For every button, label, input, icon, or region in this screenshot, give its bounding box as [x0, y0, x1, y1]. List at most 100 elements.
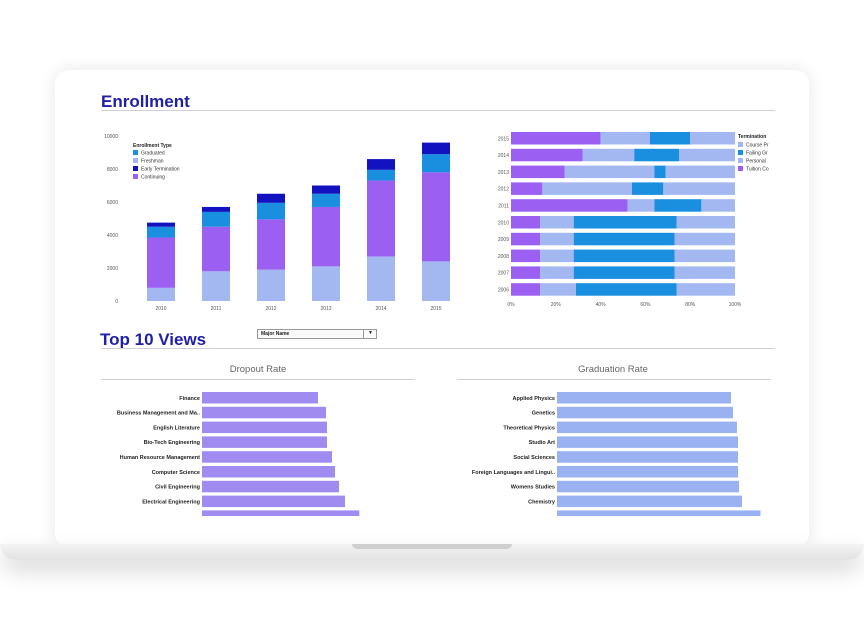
dropout-bar: [202, 466, 335, 478]
enrollment-bar-early-termination: [147, 222, 175, 227]
termination-bar-personal: [540, 232, 574, 246]
laptop-base: [0, 544, 864, 560]
top-views-divider: [101, 348, 775, 349]
x-tick-label: 2011: [211, 306, 222, 312]
termination-bar-failing-gr: [575, 283, 677, 296]
graduation-label: Social Sciences: [513, 455, 555, 461]
enrollment-bar-freshman: [312, 266, 340, 301]
legend-label: Early Termination: [141, 167, 180, 173]
enrollment-bar-continuing: [312, 206, 340, 267]
termination-bar-failing-gr: [634, 148, 679, 162]
y-tick-label: 8000: [107, 167, 118, 173]
graduation-bar: [557, 436, 738, 448]
enrollment-bar-graduated: [147, 226, 175, 238]
enrollment-divider: [101, 110, 775, 111]
y-tick-label: 2012: [498, 187, 509, 193]
termination-bar-personal: [564, 165, 655, 179]
legend-swatch: [738, 158, 743, 163]
legend-swatch: [133, 166, 138, 171]
termination-bar-personal: [582, 148, 635, 162]
graduation-divider: [457, 379, 771, 380]
x-tick-label: 100%: [729, 302, 742, 308]
y-tick-label: 2007: [498, 271, 509, 277]
enrollment-bar-continuing: [367, 180, 395, 257]
termination-chart: 2015 2014 2013 2012 2011 2010 2009 2008 2007 2006…: [498, 132, 769, 308]
legend-title: Enrollment Type: [133, 143, 172, 149]
enrollment-bar-graduated: [312, 193, 340, 207]
termination-bar-course-pr: [663, 182, 735, 195]
termination-bar-course-pr: [690, 132, 735, 145]
dropout-label: Electrical Engineering: [142, 499, 200, 505]
enrollment-bar-graduated: [257, 202, 285, 220]
x-tick-label: 60%: [640, 302, 651, 308]
x-tick-label: 2014: [375, 306, 386, 312]
dropout-bar: [202, 392, 318, 404]
top-views-title: Top 10 Views: [100, 330, 207, 349]
termination-bar-failing-gr: [573, 232, 675, 246]
termination-bar-course-pr: [676, 216, 735, 229]
enrollment-bar-early-termination: [367, 159, 395, 170]
graduation-label: Foreign Languages and Lingui..: [472, 470, 556, 476]
graduation-label: Studio Art: [529, 440, 556, 446]
dropout-bar: [202, 451, 332, 463]
x-tick-label: 2015: [430, 306, 441, 312]
enrollment-bar-continuing: [257, 219, 285, 270]
graduation-label: Chemistry: [528, 499, 556, 505]
enrollment-bar-early-termination: [312, 185, 340, 194]
enrollment-bar-graduated: [202, 211, 230, 227]
legend-swatch: [133, 174, 138, 179]
termination-bar-tuition-co: [511, 165, 565, 179]
y-tick-label: 6000: [107, 200, 118, 206]
graduation-bar: [557, 466, 738, 478]
dropout-bar: [202, 480, 339, 493]
y-tick-label: 2011: [498, 203, 509, 209]
graduation-rate-chart: Applied Physics Genetics Theoretical Physi…: [472, 392, 761, 516]
enrollment-bar-early-termination: [202, 206, 230, 212]
termination-bar-personal: [627, 199, 655, 212]
termination-bar-tuition-co: [511, 283, 541, 296]
dropout-label: Civil Engineering: [155, 485, 200, 491]
dropout-label: Computer Science: [152, 470, 200, 476]
dropout-label: Business Management and Ma..: [117, 411, 201, 417]
termination-bar-tuition-co: [511, 266, 541, 279]
enrollment-bar-continuing: [147, 237, 175, 288]
termination-bar-tuition-co: [511, 148, 583, 162]
termination-bar-tuition-co: [511, 232, 541, 246]
major-name-select[interactable]: Major Name ▼: [257, 329, 377, 339]
graduation-bar: [557, 480, 739, 493]
x-tick-label: 2010: [155, 306, 166, 312]
enrollment-bar-early-termination: [257, 193, 285, 203]
termination-bar-failing-gr: [573, 216, 677, 229]
enrollment-bar-freshman: [257, 269, 285, 301]
termination-bar-tuition-co: [511, 132, 601, 145]
termination-bar-failing-gr: [654, 199, 702, 212]
legend-title: Termination: [738, 134, 766, 140]
dropout-bar: [202, 421, 327, 434]
dropout-label: English Literature: [153, 425, 200, 431]
dropout-rate-chart: Finance Business Management and Ma.. Engli…: [117, 392, 360, 516]
y-tick-label: 4000: [107, 233, 118, 239]
dropout-rate-title: Dropout Rate: [229, 364, 287, 375]
graduation-label: Theoretical Physics: [503, 425, 555, 431]
legend-label: Tuition Co: [746, 167, 769, 173]
legend-swatch: [738, 150, 743, 155]
graduation-bar: [557, 421, 737, 434]
legend-label: Continuing: [141, 175, 165, 181]
legend-label: Freshman: [141, 159, 164, 165]
enrollment-bar-freshman: [147, 287, 175, 301]
graduation-bar: [557, 495, 742, 508]
termination-bar-course-pr: [674, 266, 735, 279]
graduation-bar: [557, 392, 731, 404]
legend-label: Personal: [746, 159, 766, 165]
termination-bar-failing-gr: [654, 165, 666, 179]
termination-bar-personal: [540, 266, 574, 279]
y-tick-label: 2000: [107, 266, 118, 272]
legend-swatch: [738, 166, 743, 171]
major-name-select-value: Major Name: [261, 331, 290, 337]
termination-bar-course-pr: [679, 148, 735, 162]
graduation-bar-partial: [557, 510, 761, 516]
y-tick-label: 2009: [498, 237, 509, 243]
y-tick-label: 10000: [104, 134, 118, 140]
enrollment-bar-freshman: [367, 256, 395, 301]
dropout-divider: [101, 379, 415, 380]
